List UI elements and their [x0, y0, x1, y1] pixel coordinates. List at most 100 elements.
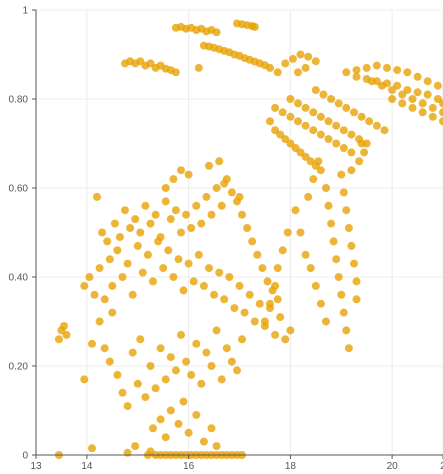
- scatter-point: [105, 357, 114, 366]
- scatter-point: [100, 344, 109, 353]
- scatter-point: [273, 295, 282, 304]
- scatter-point: [286, 112, 295, 121]
- x-tick-label: 16: [183, 461, 195, 472]
- scatter-point: [301, 63, 310, 72]
- scatter-point: [207, 362, 216, 370]
- scatter-point: [372, 77, 381, 86]
- scatter-point: [339, 144, 348, 152]
- scatter-point: [347, 166, 356, 175]
- scatter-point: [161, 197, 170, 206]
- grid-lines: [35, 9, 443, 456]
- scatter-point: [151, 384, 160, 393]
- scatter-point: [156, 233, 165, 241]
- scatter-point: [334, 99, 343, 108]
- scatter-point: [149, 277, 157, 286]
- scatter-point: [301, 103, 310, 112]
- scatter-point: [339, 188, 348, 197]
- x-tick-label: 2: [440, 461, 443, 472]
- scatter-point: [189, 277, 198, 286]
- scatter-point: [192, 339, 201, 348]
- scatter-point: [271, 330, 280, 339]
- scatter-point: [347, 241, 356, 250]
- scatter-point: [327, 219, 336, 228]
- scatter-point: [250, 317, 259, 326]
- scatter-point: [266, 117, 274, 126]
- scatter-point: [118, 273, 127, 281]
- scatter-point: [372, 61, 381, 70]
- scatter-point: [207, 210, 216, 219]
- scatter-points: [54, 19, 443, 459]
- scatter-point: [332, 139, 341, 148]
- scatter-point: [230, 304, 239, 313]
- scatter-point: [156, 415, 165, 424]
- y-tick-label: 0: [22, 451, 28, 462]
- scatter-point: [342, 326, 351, 335]
- scatter-point: [205, 264, 213, 273]
- scatter-point: [301, 121, 310, 130]
- scatter-point: [202, 192, 211, 201]
- scatter-point: [88, 444, 96, 453]
- scatter-point: [322, 184, 330, 192]
- y-tick-label: 0.40: [9, 273, 29, 284]
- scatter-point: [403, 68, 412, 77]
- scatter-point: [197, 379, 206, 388]
- scatter-point: [184, 428, 193, 437]
- scatter-point: [194, 63, 203, 72]
- scatter-point: [146, 362, 155, 370]
- scatter-point: [271, 281, 280, 290]
- scatter-point: [316, 112, 325, 121]
- scatter-point: [383, 79, 391, 88]
- scatter-point: [136, 335, 145, 344]
- scatter-point: [179, 286, 188, 295]
- scatter-point: [439, 117, 443, 126]
- scatter-point: [263, 277, 272, 286]
- scatter-point: [85, 273, 94, 281]
- scatter-point: [344, 344, 353, 353]
- scatter-point: [215, 157, 224, 166]
- scatter-point: [278, 108, 287, 117]
- scatter-point: [177, 166, 185, 175]
- scatter-point: [192, 201, 201, 210]
- scatter-point: [80, 281, 89, 290]
- scatter-point: [177, 228, 185, 237]
- scatter-point: [355, 157, 364, 166]
- scatter-point: [90, 290, 99, 299]
- scatter-point: [273, 264, 282, 273]
- scatter-point: [93, 192, 101, 201]
- scatter-point: [131, 215, 140, 224]
- scatter-point: [212, 326, 221, 335]
- scatter-point: [347, 148, 356, 157]
- scatter-point: [212, 28, 221, 37]
- scatter-point: [235, 192, 244, 201]
- scatter-point: [316, 130, 325, 139]
- scatter-point: [352, 277, 361, 286]
- scatter-point: [243, 224, 252, 232]
- scatter-point: [428, 103, 437, 112]
- scatter-point: [342, 103, 351, 112]
- scatter-point: [383, 63, 391, 72]
- scatter-point: [324, 201, 333, 210]
- scatter-point: [169, 273, 178, 281]
- x-tick-label: 20: [387, 461, 399, 472]
- scatter-point: [149, 424, 157, 433]
- scatter-point: [161, 375, 170, 384]
- scatter-point: [362, 63, 371, 72]
- scatter-point: [413, 88, 422, 97]
- scatter-point: [413, 72, 422, 81]
- scatter-point: [182, 357, 191, 366]
- scatter-point: [291, 206, 300, 215]
- scatter-point: [143, 250, 152, 259]
- scatter-point: [115, 233, 124, 241]
- scatter-point: [372, 121, 381, 130]
- scatter-point: [187, 370, 196, 379]
- scatter-point: [342, 206, 351, 215]
- scatter-point: [217, 201, 226, 210]
- x-tick-label: 13: [30, 461, 42, 472]
- scatter-point: [100, 295, 109, 304]
- scatter-point: [227, 188, 236, 197]
- scatter-point: [238, 335, 246, 344]
- scatter-point: [322, 317, 330, 326]
- scatter-point: [161, 184, 170, 192]
- scatter-point: [393, 81, 402, 90]
- scatter-point: [281, 59, 290, 68]
